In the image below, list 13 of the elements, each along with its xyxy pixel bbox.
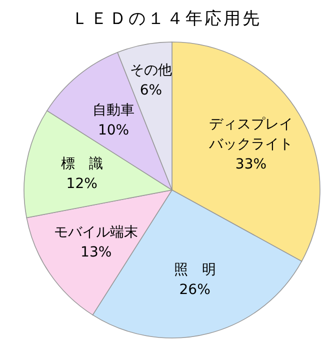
chart-title: ＬＥＤの１４年応用先: [72, 9, 262, 29]
slice-label: 自動車: [92, 102, 135, 118]
data-label: 26%: [179, 282, 210, 298]
data-label: 10%: [98, 122, 130, 138]
data-label: 13%: [80, 244, 112, 261]
data-label: 6%: [140, 82, 162, 99]
slice-label: ディスプレイバックライト: [208, 116, 293, 152]
slice-label: 標 識: [60, 156, 103, 172]
data-label: 12%: [66, 176, 98, 192]
slice-label: 照 明: [174, 262, 216, 278]
slice-label: モバイル端末: [54, 224, 138, 241]
data-label: 33%: [235, 156, 267, 172]
slice-label: その他: [130, 62, 172, 79]
